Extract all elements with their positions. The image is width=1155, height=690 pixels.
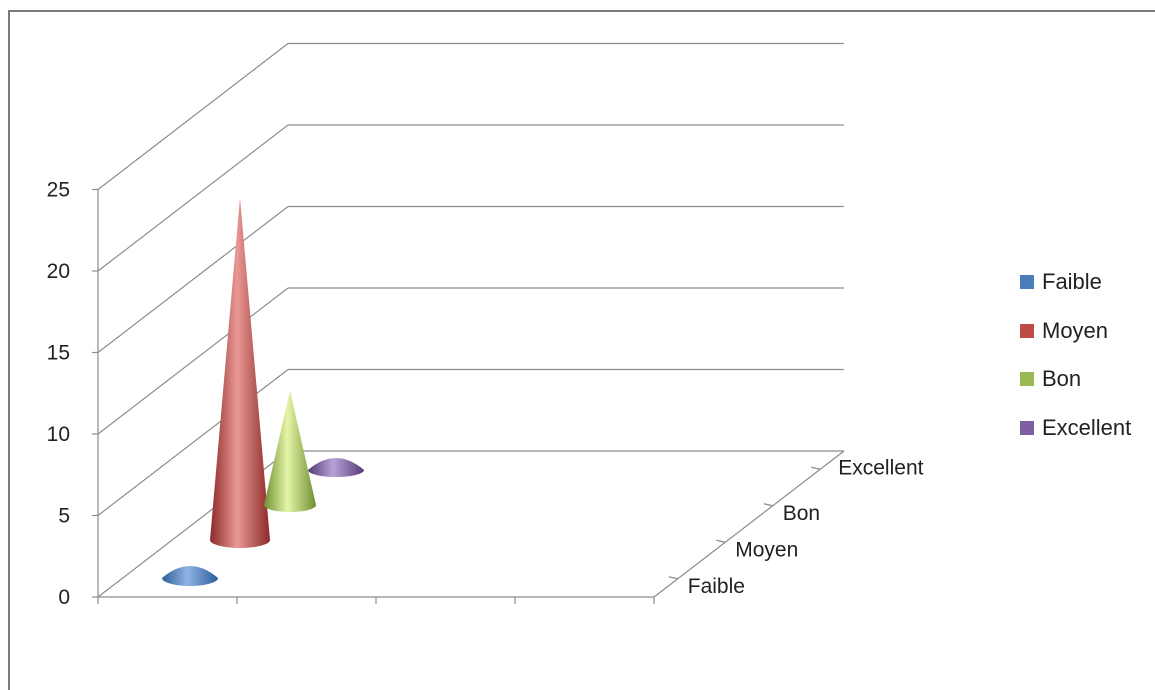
cone-moyen <box>210 197 270 548</box>
depth-label: Excellent <box>838 456 923 479</box>
legend-label: Bon <box>1042 366 1082 392</box>
cone-excellent <box>308 458 364 477</box>
axes <box>92 188 845 604</box>
y-tick-label: 5 <box>58 505 70 528</box>
cone-bon <box>264 390 316 512</box>
legend-swatch <box>1020 275 1034 290</box>
y-tick-label: 0 <box>58 586 70 609</box>
y-tick-label: 10 <box>47 423 70 446</box>
cones <box>162 197 364 586</box>
axis-labels: 0 5 10 15 20 25 Faible Moyen Bon Excellent <box>47 179 924 610</box>
legend-swatch <box>1020 420 1034 435</box>
gridlines <box>97 42 844 598</box>
legend-item: Excellent <box>1020 404 1131 453</box>
cone-body <box>264 390 316 512</box>
depth-tick <box>668 576 678 580</box>
chart-frame <box>8 10 1155 690</box>
legend-label: Moyen <box>1042 317 1109 343</box>
depth-label: Faible <box>688 575 745 598</box>
y-tick-label: 25 <box>47 179 70 202</box>
gridline-diagonal <box>97 124 289 272</box>
legend-item: Bon <box>1020 355 1131 404</box>
legend-label: Faible <box>1042 269 1102 295</box>
depth-axis <box>653 450 845 598</box>
gridline-diagonal <box>97 206 289 353</box>
depth-tick <box>716 539 726 543</box>
legend: Faible Moyen Bon Excellent <box>1020 258 1131 452</box>
depth-tick <box>811 466 821 470</box>
cone-faible <box>162 566 218 586</box>
y-tick-label: 15 <box>47 342 70 365</box>
cone-body <box>162 566 218 586</box>
legend-item: Faible <box>1020 258 1131 307</box>
y-tick-label: 20 <box>47 260 70 283</box>
depth-tick <box>763 503 773 507</box>
cone-body <box>210 197 270 548</box>
depth-label: Moyen <box>735 538 798 561</box>
depth-label: Bon <box>783 502 820 525</box>
legend-item: Moyen <box>1020 307 1131 356</box>
gridline-diagonal <box>97 43 289 190</box>
legend-swatch <box>1020 372 1034 387</box>
gridline-diagonal <box>97 287 289 435</box>
legend-label: Excellent <box>1042 414 1132 440</box>
legend-swatch <box>1020 323 1034 338</box>
cone-body <box>308 458 364 477</box>
